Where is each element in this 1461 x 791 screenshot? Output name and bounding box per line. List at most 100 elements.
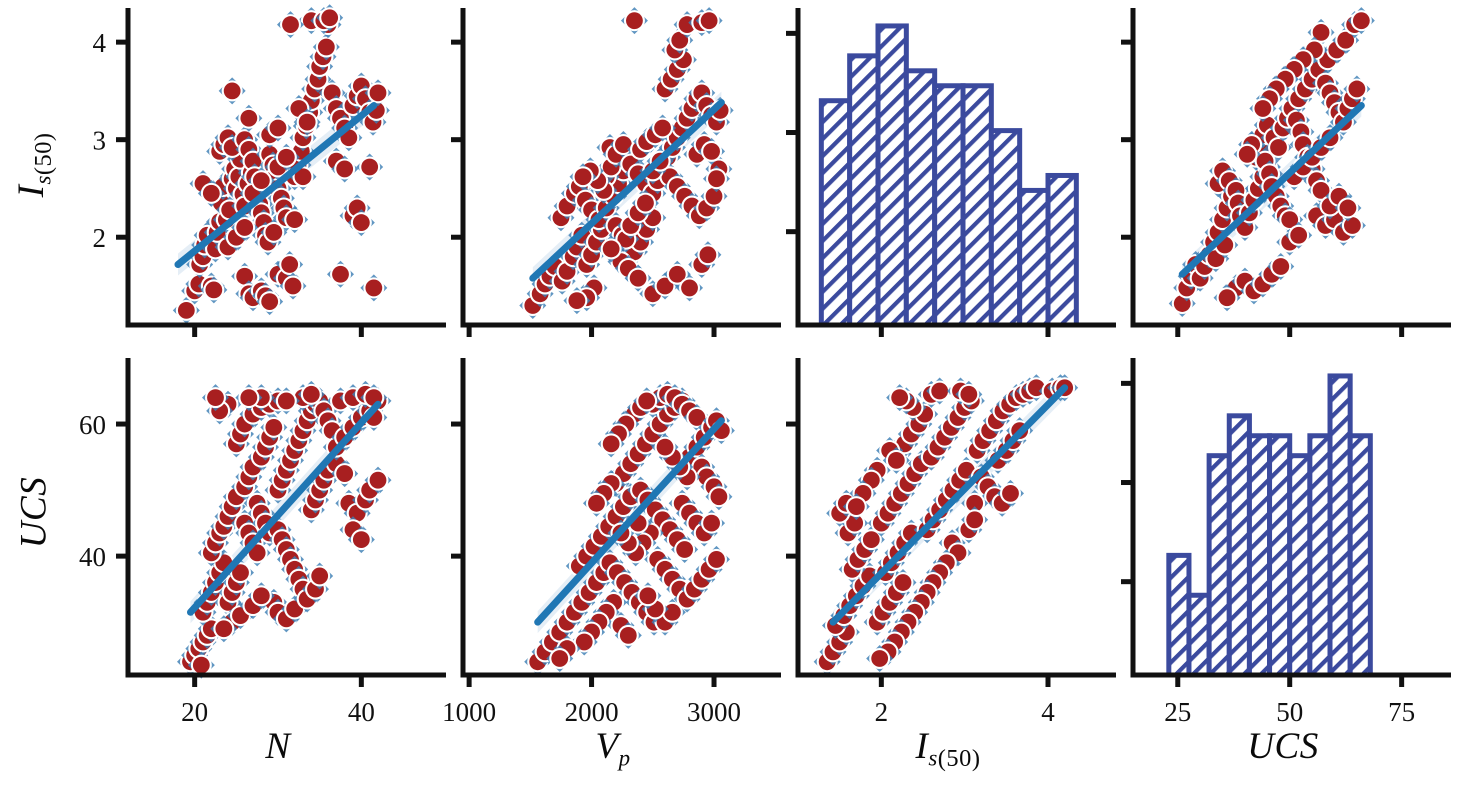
histogram-bar [1226, 413, 1252, 678]
scatter-point [615, 136, 632, 153]
scatter-point [700, 12, 718, 30]
axis-spine [460, 358, 781, 678]
scatter-point [846, 514, 864, 532]
histogram-bar [1307, 433, 1333, 678]
scatter-point [1352, 12, 1370, 30]
scatter-point [1272, 258, 1290, 275]
histogram-bar [1287, 453, 1313, 678]
histogram-bar [818, 98, 853, 328]
scatter-point [568, 292, 586, 310]
scatter-point [602, 435, 620, 453]
scatter-point [240, 109, 258, 127]
scatter-point [361, 158, 379, 176]
x-axis-label-ucs: UCS [1133, 725, 1433, 768]
panel-r1-c1-scatter: 1000 2000 3000 [442, 358, 803, 727]
scatter-point [265, 223, 283, 241]
axis-spine [795, 358, 1116, 678]
histogram-bar [1327, 373, 1353, 678]
x-tick-label: 50 [1276, 697, 1303, 727]
scatter-points [1168, 7, 1375, 318]
scatter-point [656, 438, 674, 456]
axis-label-main: I [915, 726, 929, 767]
scatter-point [317, 38, 335, 56]
panel-r0-c1-scatter [451, 7, 803, 375]
histogram-bars [798, 23, 1098, 328]
scatter-point [588, 494, 605, 512]
histogram-bar [1267, 433, 1293, 678]
scatter-point [177, 301, 195, 319]
x-tick-label: 20 [181, 697, 208, 727]
x-axis-label-is50: Is(50) [798, 725, 1098, 773]
scatter-point [708, 170, 725, 188]
axis-label-main: V [595, 726, 619, 767]
scatter-point [862, 531, 880, 549]
histogram-bar [932, 83, 966, 328]
scatter-point [574, 168, 592, 186]
scatter-point [1270, 139, 1287, 156]
scatter-point [282, 16, 299, 33]
scatter-point [284, 277, 302, 295]
scatter-point [332, 265, 349, 283]
scatter-point [202, 184, 220, 202]
x-axis-label-n: N [128, 725, 428, 768]
scatter-point [960, 385, 978, 403]
axis-label-sub: s [928, 745, 938, 771]
histogram-bar [1045, 172, 1079, 328]
regression-line [187, 400, 382, 616]
panel-r0-c2-histogram [786, 8, 1138, 375]
scatter-points [177, 380, 392, 679]
scatter-point [699, 246, 717, 264]
axis-label-paren: (50) [937, 744, 981, 772]
scatter-point [619, 626, 637, 644]
x-tick-label: 1000 [442, 697, 496, 727]
scatter-point [703, 514, 720, 532]
scatter-point [369, 84, 387, 102]
axis-label-main: I [11, 184, 53, 197]
scatter-point [1312, 181, 1330, 199]
x-tick-label: 75 [1388, 697, 1415, 727]
y-tick-label: 40 [79, 542, 106, 572]
axis-label-main: UCS [1247, 726, 1319, 767]
regression-line [1178, 102, 1365, 278]
scatter-point [261, 293, 279, 310]
x-tick-label: 40 [348, 697, 375, 727]
scatter-point [688, 409, 706, 426]
scatter-point [894, 574, 912, 591]
scatter-point [365, 279, 383, 297]
scatter-point [656, 277, 674, 295]
regression-line [529, 99, 725, 282]
scatter-point [676, 541, 694, 558]
x-axis-label-vp: Vp [463, 725, 763, 771]
scatter-point [1238, 145, 1256, 163]
y-tick-label: 60 [79, 410, 106, 440]
histogram-bar [847, 53, 881, 328]
scatter-point [931, 382, 949, 400]
scatter-point [205, 281, 223, 299]
axis-label-main: UCS [13, 476, 55, 548]
scatter-point [1348, 80, 1366, 98]
scatter-point [265, 418, 283, 436]
scatter-point [1002, 484, 1019, 502]
histogram-bar [1017, 187, 1051, 328]
scatter-point [244, 152, 262, 170]
histogram-bar [1166, 552, 1192, 678]
scatter-point [871, 650, 889, 667]
scatter-point [654, 119, 671, 137]
scatter-point [1339, 199, 1357, 217]
scatter-point [277, 148, 295, 166]
scatter-point [223, 82, 241, 100]
scatter-point [637, 194, 654, 212]
scatter-point [302, 385, 320, 403]
histogram-bar [1206, 453, 1232, 678]
scatter-point [294, 168, 312, 186]
scatter-point [671, 31, 689, 49]
scatter-point [629, 269, 647, 287]
x-tick-label: 4 [1041, 697, 1055, 727]
scatter-point [1207, 250, 1225, 268]
scatter-point [626, 12, 643, 30]
scatter-point [1312, 23, 1330, 41]
scatter-point [352, 531, 370, 549]
scatter-point [639, 587, 657, 605]
scatter-point [236, 219, 254, 236]
